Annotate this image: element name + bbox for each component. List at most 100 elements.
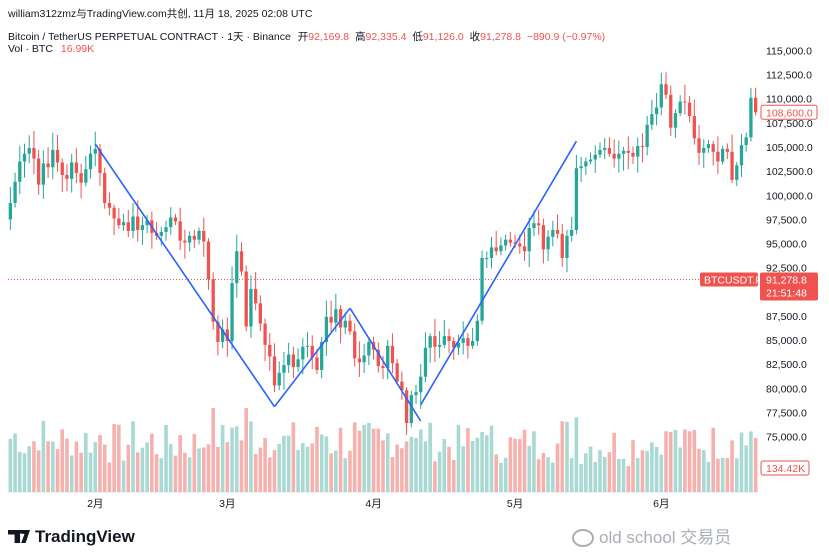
- volume-bar: [27, 446, 32, 492]
- candle-body: [272, 356, 277, 386]
- volume-bar: [249, 421, 253, 492]
- candle-body: [659, 84, 663, 108]
- candle-body: [211, 279, 215, 322]
- volume-bar: [385, 433, 390, 492]
- volume-bar: [296, 450, 300, 492]
- volume-bar: [659, 454, 664, 492]
- volume-bar: [635, 458, 640, 492]
- candle-body: [409, 395, 413, 424]
- candle-body: [518, 243, 522, 247]
- candle-body: [348, 320, 352, 332]
- volume-bar: [513, 438, 517, 492]
- right-price-label: 108,600.0: [766, 107, 813, 119]
- volume-bar: [65, 438, 69, 492]
- candle-body: [192, 235, 196, 240]
- volume-bar: [711, 427, 715, 492]
- low-label: 低: [412, 31, 423, 43]
- y-tick-label: 115,000.0: [766, 45, 812, 57]
- x-tick-label: 4月: [365, 498, 381, 510]
- volume-bar: [503, 457, 508, 492]
- candle-body: [216, 321, 220, 342]
- candle-body: [117, 218, 121, 226]
- volume-bar: [135, 452, 140, 492]
- candle-body: [404, 390, 409, 424]
- candle-body: [555, 230, 560, 234]
- candle-body: [244, 271, 248, 327]
- candle-body: [560, 233, 564, 258]
- volume-bar: [126, 444, 131, 492]
- candle-body: [390, 345, 395, 364]
- candle-body: [220, 329, 225, 342]
- candle-body: [164, 227, 168, 232]
- candle-body: [183, 240, 187, 243]
- candle-body: [277, 372, 281, 386]
- candle-body: [296, 359, 300, 368]
- volume-bar: [508, 437, 513, 492]
- trend-line: [349, 307, 422, 422]
- candle-body: [395, 363, 399, 382]
- volume-bar: [13, 433, 17, 492]
- volume-bar: [409, 436, 414, 492]
- volume-bar: [730, 440, 734, 492]
- candle-body: [310, 345, 314, 358]
- volume-bar: [357, 430, 362, 492]
- candle-body: [626, 150, 630, 153]
- volume-bar: [683, 429, 687, 492]
- volume-bar: [701, 450, 706, 492]
- volume-bar: [286, 435, 291, 492]
- candle-body: [579, 166, 583, 169]
- volume-bar: [744, 445, 748, 492]
- volume-bar: [263, 437, 267, 492]
- volume-bar: [310, 443, 315, 492]
- candle-body: [711, 144, 715, 152]
- candle-body: [131, 216, 135, 231]
- candle-body: [202, 230, 206, 242]
- candle-body: [669, 94, 673, 128]
- volume-bar: [414, 438, 418, 492]
- candle-body: [22, 153, 27, 162]
- last-price-box: [760, 272, 818, 301]
- candle-body: [37, 158, 41, 185]
- candle-body: [301, 346, 305, 360]
- candle-body: [112, 207, 116, 219]
- volume-bar: [51, 441, 55, 492]
- candle-body: [263, 323, 267, 345]
- volume-bar: [607, 452, 612, 492]
- volume-bar: [216, 446, 220, 492]
- candle-body: [423, 347, 428, 377]
- candle-body: [169, 217, 173, 228]
- volume-bar: [593, 461, 598, 492]
- volume-bar: [716, 458, 720, 492]
- candle-body: [367, 341, 371, 356]
- candle-body: [673, 113, 678, 128]
- price-chart[interactable]: 115,000.0 112,500.0 110,000.0 107,500.0 105,…: [0, 0, 829, 520]
- volume-bar: [390, 457, 395, 492]
- candle-body: [8, 202, 13, 220]
- tradingview-logo: TradingView: [8, 527, 135, 547]
- candle-body: [334, 309, 338, 323]
- volume-bar: [22, 453, 27, 492]
- candle-body: [584, 161, 588, 167]
- candle-body: [353, 331, 357, 359]
- candle-body: [268, 344, 272, 357]
- volume-bar: [32, 441, 36, 492]
- candle-body: [55, 149, 60, 163]
- volume-bar: [584, 453, 588, 492]
- volume-bar: [650, 442, 654, 492]
- candle-body: [173, 217, 178, 222]
- volume-bar: [664, 431, 668, 492]
- volume-bar: [418, 429, 423, 492]
- candle-body: [98, 148, 102, 174]
- candle-body: [636, 146, 640, 157]
- candle-body: [503, 239, 508, 246]
- volume-bar: [201, 447, 206, 492]
- user-watermark: old school 交易员: [572, 523, 731, 548]
- candle-body: [136, 216, 140, 231]
- right-price-box: [760, 104, 818, 120]
- candle-body: [320, 341, 324, 370]
- volume-bar: [645, 451, 649, 492]
- volume-bar: [69, 455, 74, 492]
- volume-bar: [60, 429, 65, 492]
- volume-bar: [617, 459, 621, 492]
- volume-bar: [173, 455, 178, 492]
